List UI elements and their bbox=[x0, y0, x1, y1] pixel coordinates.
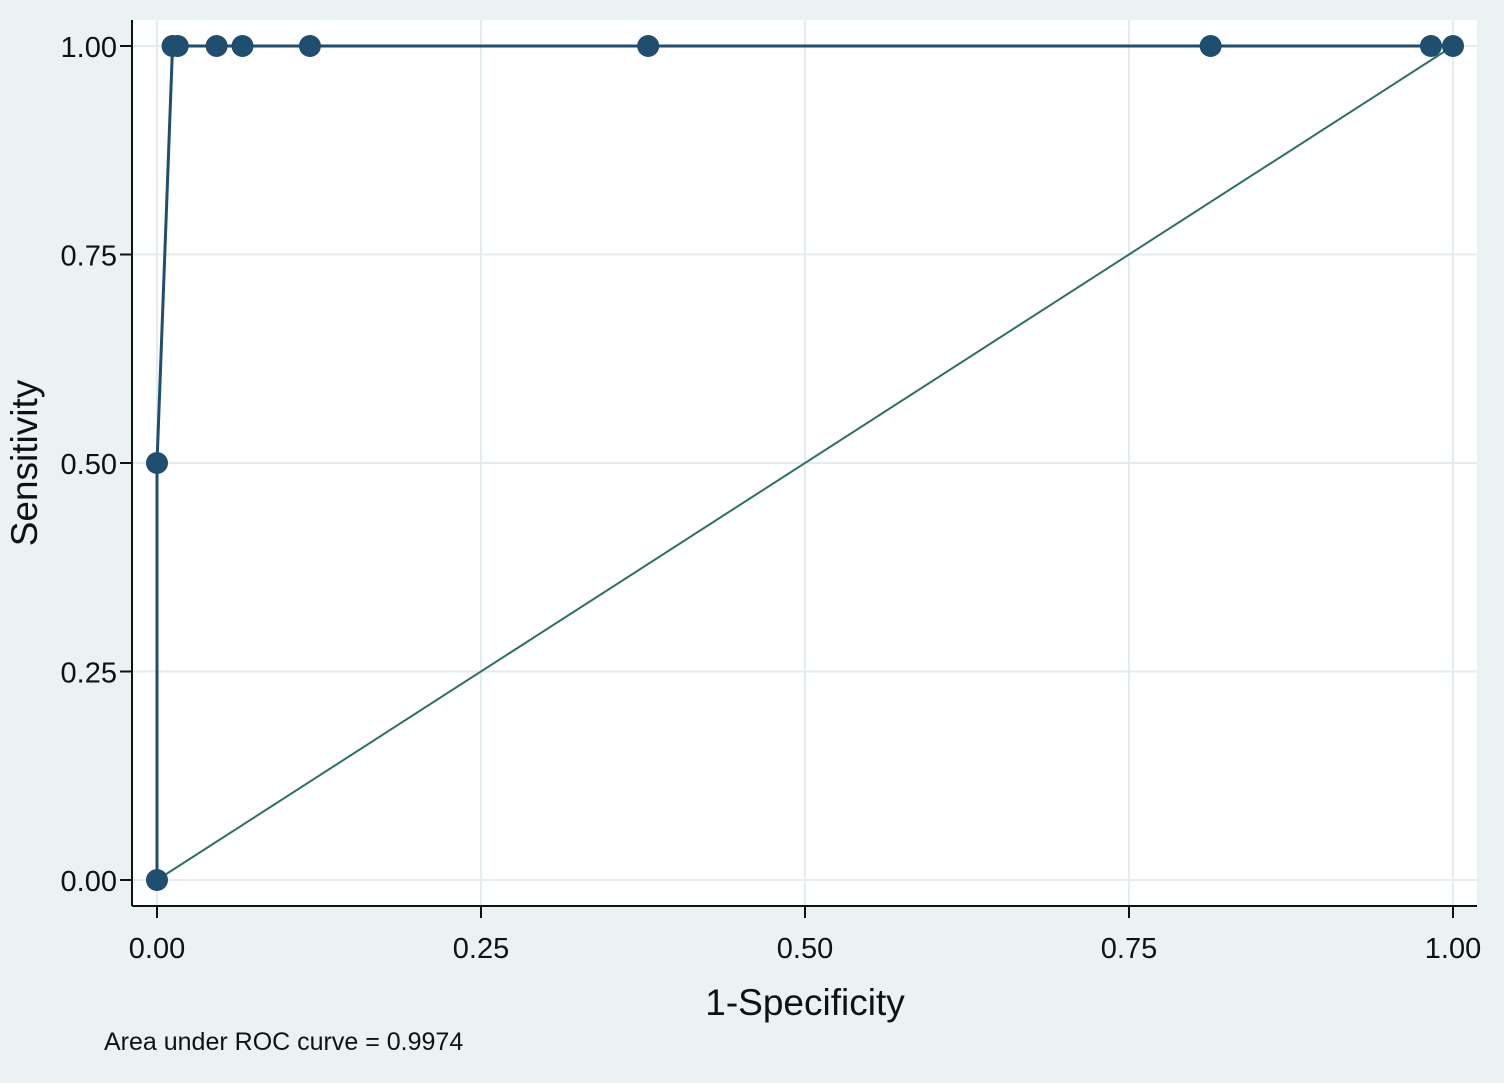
y-tick-label-0: 0.00 bbox=[61, 866, 117, 898]
y-tick-label-1: 0.25 bbox=[61, 658, 117, 690]
x-tick-label-2: 0.50 bbox=[777, 933, 833, 965]
y-tick-label-4: 1.00 bbox=[61, 32, 117, 64]
roc-point bbox=[146, 452, 168, 474]
y-tick-label-2: 0.50 bbox=[61, 449, 117, 481]
roc-point bbox=[1419, 35, 1442, 57]
roc-point bbox=[298, 35, 321, 57]
reference-diagonal-line bbox=[156, 45, 1454, 881]
roc-points bbox=[146, 35, 1464, 891]
roc-point bbox=[1442, 35, 1464, 57]
roc-point bbox=[231, 35, 254, 57]
roc-point bbox=[1199, 35, 1222, 57]
roc-point bbox=[637, 35, 660, 57]
roc-point bbox=[166, 35, 189, 57]
y-tick-label-3: 0.75 bbox=[61, 241, 117, 273]
x-tick-label-3: 0.75 bbox=[1101, 933, 1157, 965]
x-tick-label-4: 1.00 bbox=[1425, 933, 1481, 965]
auc-annotation: Area under ROC curve = 0.9974 bbox=[104, 1028, 463, 1056]
y-axis-title: Sensitivity bbox=[4, 379, 45, 546]
x-tick-label-0: 0.00 bbox=[129, 933, 185, 965]
roc-point bbox=[146, 869, 168, 891]
x-axis-title: 1-Specificity bbox=[705, 982, 905, 1023]
x-tick-label-1: 0.25 bbox=[453, 933, 509, 965]
ticks: 0.00 0.25 0.50 0.75 1.00 0.00 0.25 0.50 0.75 1.00 bbox=[61, 32, 1482, 965]
roc-point bbox=[205, 35, 228, 57]
